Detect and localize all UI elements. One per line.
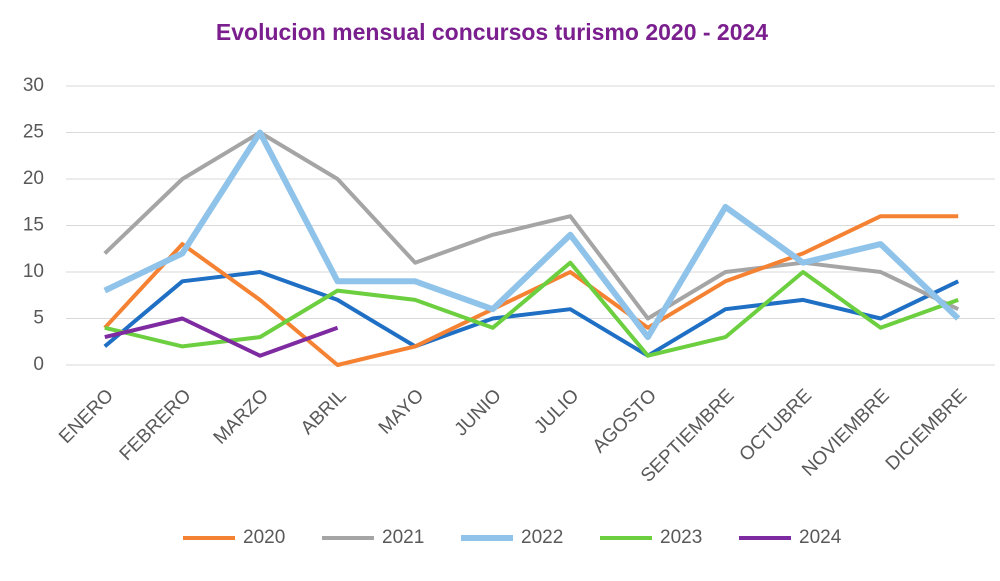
y-tick-label: 15 [23, 215, 44, 236]
series-line [104, 260, 959, 358]
x-tick-label: JULIO [530, 385, 583, 438]
legend-label: 2021 [382, 527, 424, 548]
x-tick-label: JUNIO [451, 385, 506, 440]
series-line [103, 214, 959, 367]
y-tick-label: 0 [33, 354, 44, 375]
series-line [103, 270, 960, 358]
chart-title: Evolucion mensual concursos turismo 2020… [216, 19, 768, 45]
x-tick-label: OCTUBRE [736, 385, 817, 466]
y-tick-label: 30 [23, 75, 44, 96]
series-line [104, 316, 339, 358]
y-tick-label: 20 [23, 168, 44, 189]
x-tick-label: DICIEMBRE [882, 385, 972, 475]
x-tick-label: MAYO [375, 385, 428, 438]
y-tick-label: 5 [33, 308, 44, 329]
legend-label: 2024 [799, 527, 842, 548]
legend-label: 2020 [243, 527, 285, 548]
x-tick-label: FEBRERO [116, 385, 196, 465]
y-tick-label: 25 [23, 122, 44, 143]
x-tick-label: ENERO [55, 385, 118, 448]
legend-label: 2023 [660, 527, 702, 548]
series-line [103, 129, 961, 341]
x-tick-label: AGOSTO [589, 385, 661, 457]
series-line [103, 130, 960, 321]
y-tick-label: 10 [23, 261, 44, 282]
x-tick-label: MARZO [210, 385, 273, 448]
x-tick-label: ABRIL [297, 385, 351, 439]
legend-label: 2022 [521, 527, 563, 548]
